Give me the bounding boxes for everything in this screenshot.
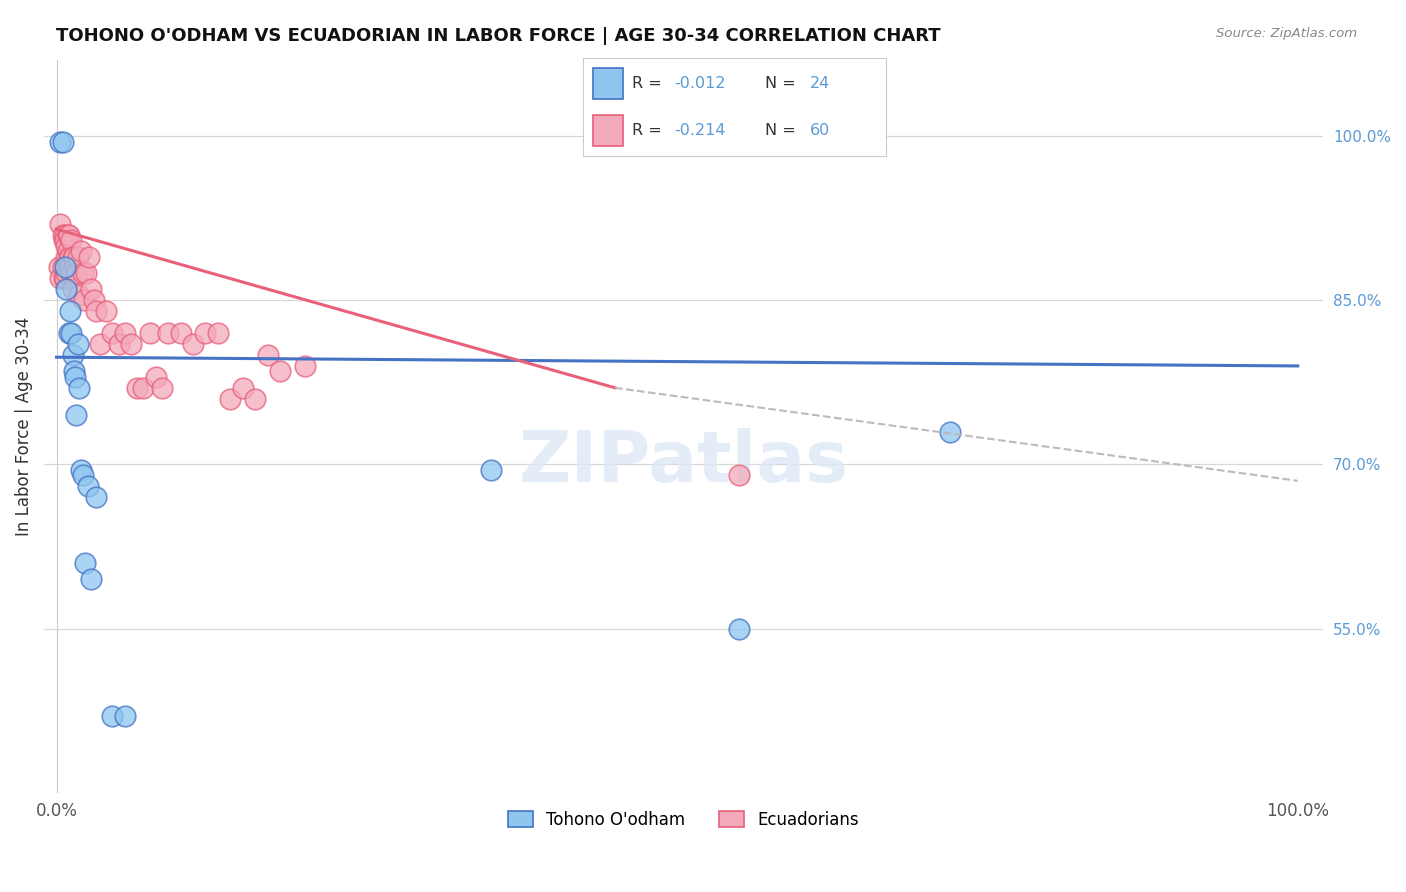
Point xyxy=(256,348,278,362)
Point xyxy=(60,326,83,340)
Point xyxy=(58,250,80,264)
Point xyxy=(150,381,173,395)
Point xyxy=(52,227,75,242)
Point xyxy=(59,250,82,264)
Text: Source: ZipAtlas.com: Source: ZipAtlas.com xyxy=(1216,27,1357,40)
Text: 24: 24 xyxy=(810,76,831,91)
Point xyxy=(62,348,84,362)
Point xyxy=(65,266,87,280)
Point xyxy=(58,326,80,340)
Point xyxy=(269,364,291,378)
Point xyxy=(59,260,82,275)
Text: 60: 60 xyxy=(810,123,831,138)
Point xyxy=(55,250,77,264)
Legend: Tohono O'odham, Ecuadorians: Tohono O'odham, Ecuadorians xyxy=(502,805,865,836)
Point xyxy=(52,260,75,275)
Point xyxy=(49,135,72,149)
Point xyxy=(145,370,167,384)
Point xyxy=(127,381,149,395)
Point xyxy=(53,233,76,247)
Point xyxy=(48,260,70,275)
Point xyxy=(939,425,962,439)
Point xyxy=(75,556,97,570)
Point xyxy=(114,326,136,340)
Point xyxy=(58,227,80,242)
Point xyxy=(728,622,751,636)
Point xyxy=(181,337,204,351)
Text: N =: N = xyxy=(765,123,801,138)
Point xyxy=(56,260,79,275)
Point xyxy=(65,408,87,422)
Point xyxy=(479,463,502,477)
Text: -0.012: -0.012 xyxy=(675,76,725,91)
Point xyxy=(120,337,142,351)
Point xyxy=(80,572,103,586)
Text: TOHONO O'ODHAM VS ECUADORIAN IN LABOR FORCE | AGE 30-34 CORRELATION CHART: TOHONO O'ODHAM VS ECUADORIAN IN LABOR FO… xyxy=(56,27,941,45)
Point xyxy=(101,326,124,340)
Point xyxy=(59,304,82,318)
Point xyxy=(67,381,90,395)
Point xyxy=(56,227,79,242)
Point xyxy=(80,282,103,296)
Point xyxy=(89,337,111,351)
Point xyxy=(67,288,90,302)
Point xyxy=(101,709,124,723)
Text: R =: R = xyxy=(631,76,666,91)
Point xyxy=(49,271,72,285)
Point xyxy=(52,233,75,247)
Point xyxy=(84,304,107,318)
Point xyxy=(53,271,76,285)
Text: R =: R = xyxy=(631,123,666,138)
Point xyxy=(66,250,89,264)
Point xyxy=(294,359,316,373)
Point xyxy=(55,282,77,296)
Point xyxy=(77,250,100,264)
Point xyxy=(138,326,160,340)
Point xyxy=(75,266,97,280)
Point xyxy=(84,490,107,504)
Point xyxy=(114,709,136,723)
Text: -0.214: -0.214 xyxy=(675,123,725,138)
FancyBboxPatch shape xyxy=(592,68,623,99)
Point xyxy=(60,233,83,247)
Point xyxy=(49,217,72,231)
Point xyxy=(96,304,118,318)
Point xyxy=(219,392,242,406)
Point xyxy=(53,227,76,242)
Point xyxy=(728,468,751,483)
Text: ZIPatlas: ZIPatlas xyxy=(519,428,848,497)
Point xyxy=(73,293,96,308)
Point xyxy=(62,282,84,296)
Point xyxy=(53,260,76,275)
Point xyxy=(107,337,129,351)
Point xyxy=(52,271,75,285)
Point xyxy=(169,326,191,340)
Point xyxy=(60,266,83,280)
Point xyxy=(66,337,89,351)
Point xyxy=(63,370,86,384)
Point xyxy=(55,266,77,280)
Y-axis label: In Labor Force | Age 30-34: In Labor Force | Age 30-34 xyxy=(15,317,32,536)
Point xyxy=(55,238,77,252)
Text: N =: N = xyxy=(765,76,801,91)
Point xyxy=(70,463,93,477)
Point xyxy=(157,326,180,340)
Point xyxy=(243,392,266,406)
Point xyxy=(56,244,79,258)
Point xyxy=(72,468,94,483)
Point xyxy=(63,260,86,275)
Point xyxy=(62,250,84,264)
Point xyxy=(232,381,254,395)
Point xyxy=(83,293,105,308)
Point xyxy=(194,326,217,340)
Point xyxy=(207,326,229,340)
FancyBboxPatch shape xyxy=(592,115,623,146)
Point xyxy=(63,364,86,378)
Point xyxy=(76,479,98,493)
Point xyxy=(132,381,155,395)
Point xyxy=(70,244,93,258)
Point xyxy=(52,135,75,149)
Point xyxy=(72,266,94,280)
Point xyxy=(63,250,86,264)
